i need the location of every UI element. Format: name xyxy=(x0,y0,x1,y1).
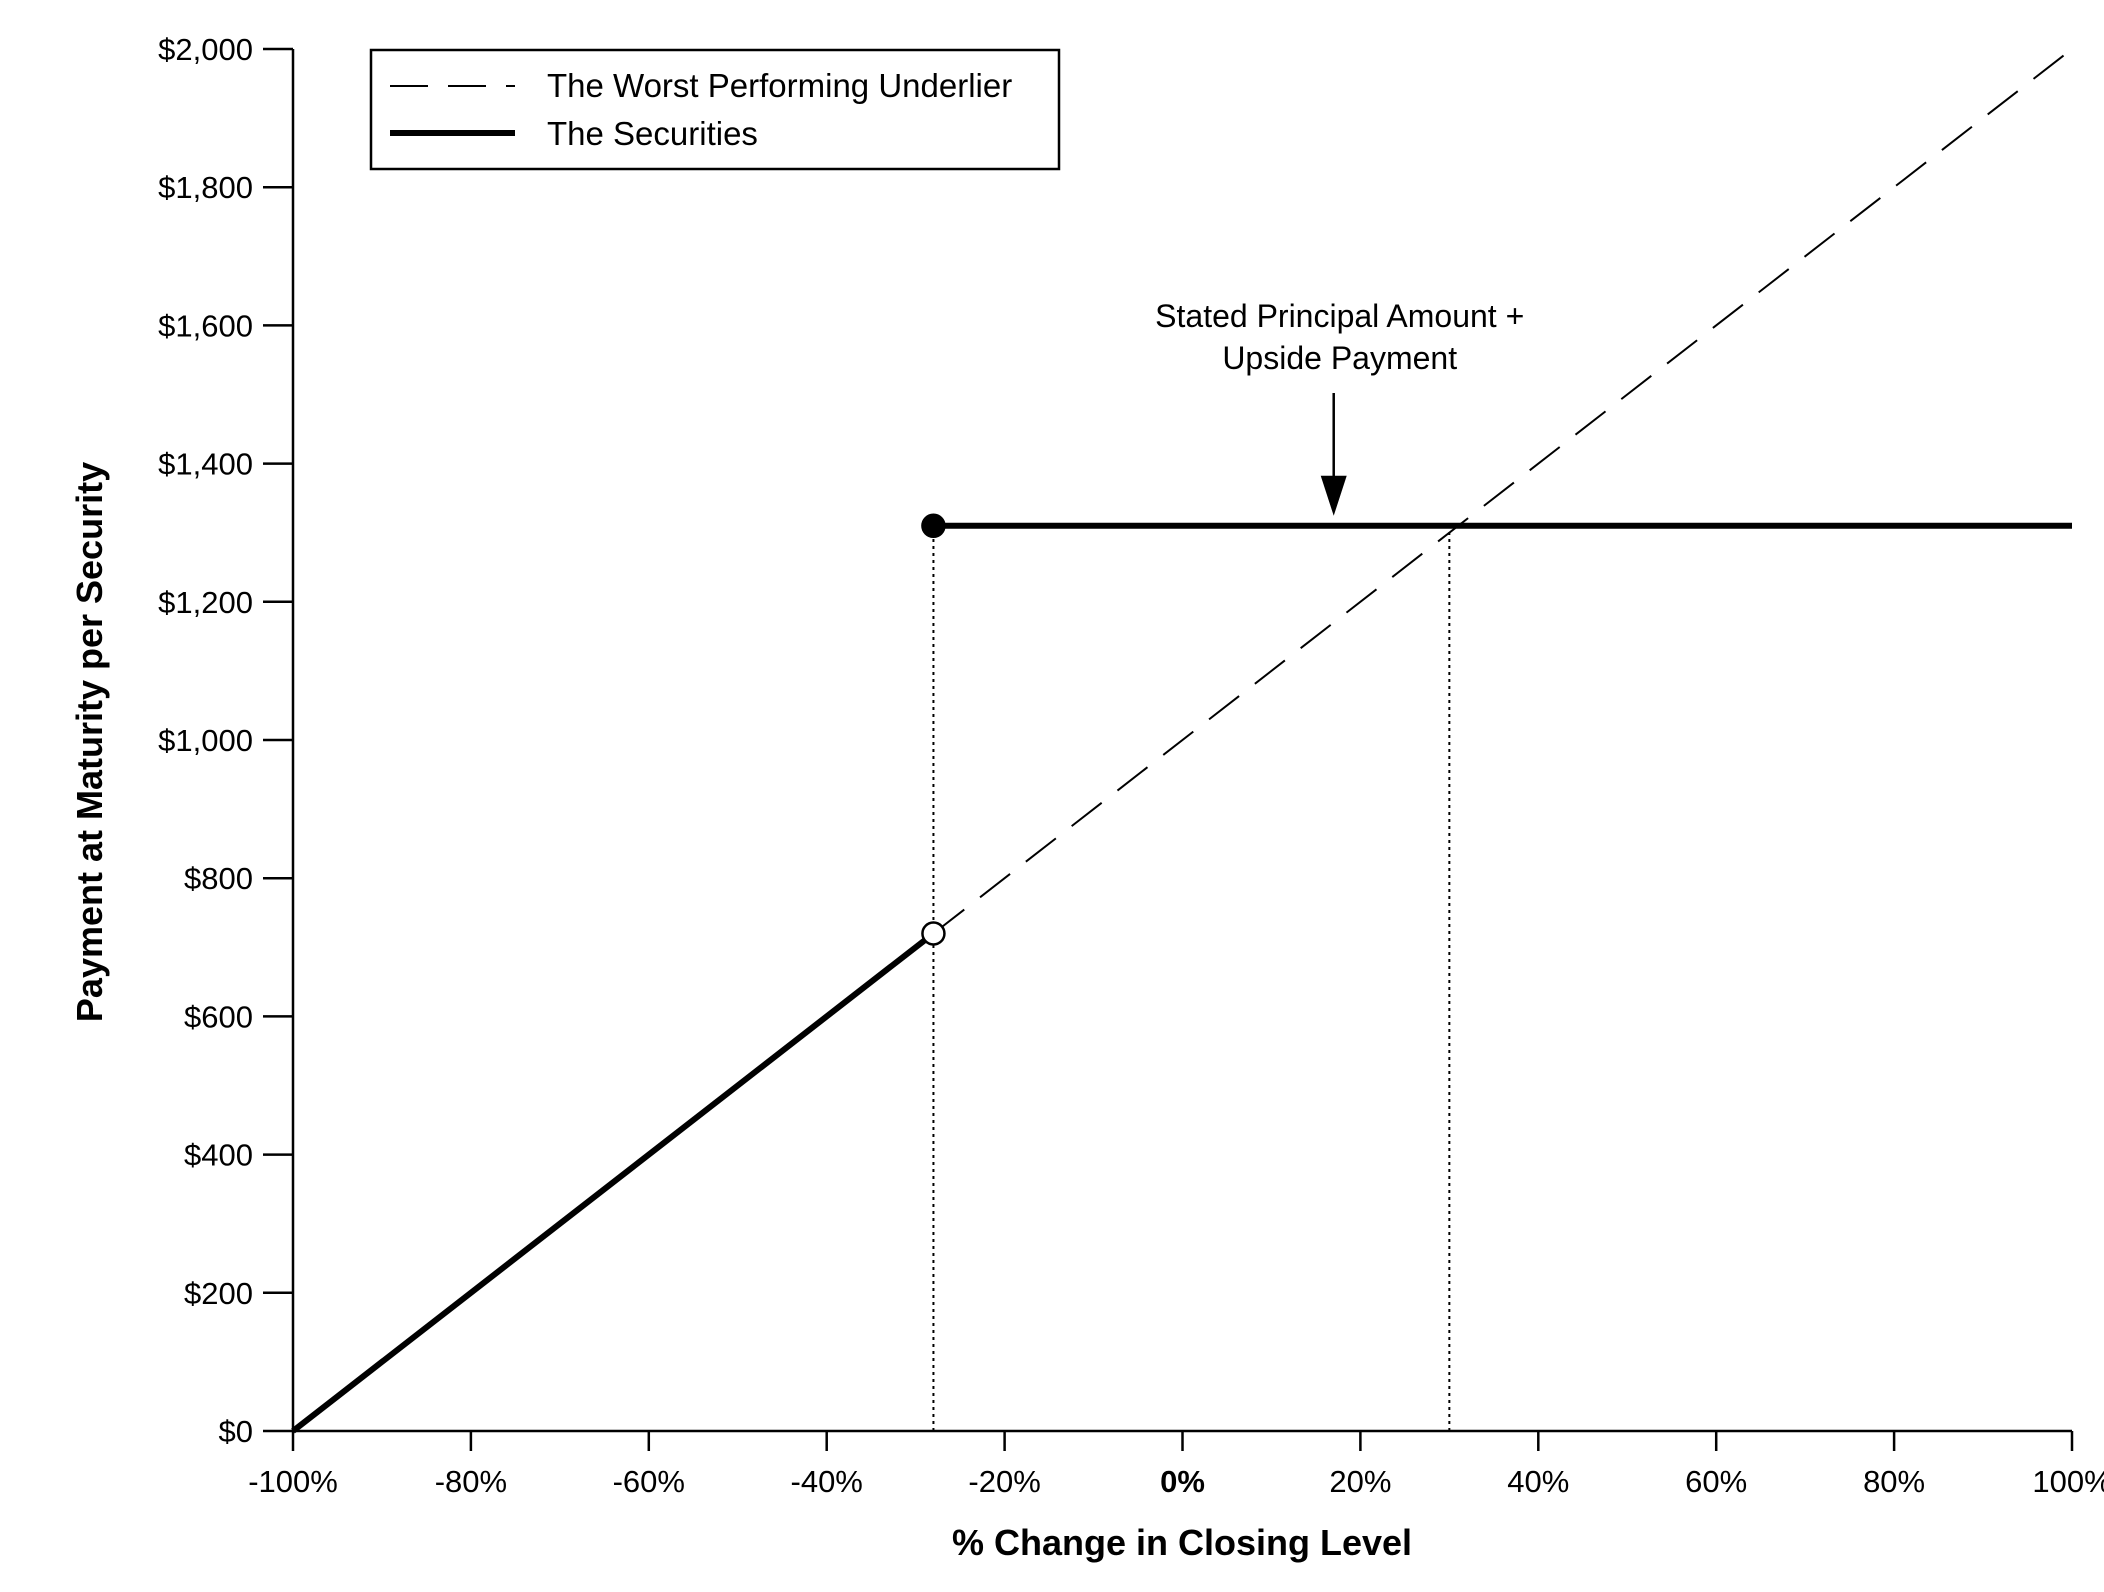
annotation-arrow-head xyxy=(1320,475,1347,516)
y-tick-label: $1,400 xyxy=(158,447,253,482)
y-tick-label: $1,800 xyxy=(158,170,253,205)
marker-layer xyxy=(921,513,946,946)
legend: The Worst Performing Underlier The Secur… xyxy=(369,48,1061,171)
series-layer xyxy=(291,48,2073,1434)
x-tick-label: -20% xyxy=(968,1464,1040,1499)
y-tick-label: $400 xyxy=(184,1138,253,1173)
annotation-line-1: Stated Principal Amount + xyxy=(1155,298,1524,334)
annotation-layer: Stated Principal Amount + Upside Payment xyxy=(1155,298,1524,516)
x-axis-ticks: -100% -80% -60% -40% -20% 0% 20% 40% 60% 80% 100% xyxy=(248,1431,2104,1499)
x-tick-label: 0% xyxy=(1160,1464,1205,1499)
x-tick-label: -40% xyxy=(791,1464,863,1499)
x-tick-label: 80% xyxy=(1863,1464,1925,1499)
x-tick-label: 100% xyxy=(2032,1464,2104,1499)
x-tick-label: -80% xyxy=(435,1464,507,1499)
y-tick-label: $800 xyxy=(184,861,253,896)
y-axis-title: Payment at Maturity per Security xyxy=(69,462,110,1022)
y-tick-label: $600 xyxy=(184,999,253,1034)
x-tick-label: 60% xyxy=(1685,1464,1747,1499)
y-tick-label: $1,200 xyxy=(158,585,253,620)
x-tick-label: -100% xyxy=(248,1464,338,1499)
y-tick-label: $1,600 xyxy=(158,308,253,343)
y-tick-label: $2,000 xyxy=(158,32,253,67)
legend-label-securities: The Securities xyxy=(547,115,758,152)
reference-lines xyxy=(932,525,1451,1431)
marker-open xyxy=(921,921,946,946)
marker-filled xyxy=(921,513,946,539)
legend-label-underlier: The Worst Performing Underlier xyxy=(547,67,1012,104)
series-line-securities xyxy=(291,931,936,1434)
y-tick-label: $200 xyxy=(184,1276,253,1311)
x-axis-title: % Change in Closing Level xyxy=(952,1522,1412,1563)
legend-box xyxy=(369,48,1061,171)
x-tick-label: 20% xyxy=(1329,1464,1391,1499)
x-tick-label: -60% xyxy=(613,1464,685,1499)
y-tick-label: $1,000 xyxy=(158,723,253,758)
y-axis-ticks: $0 $200 $400 $600 $800 $1,000 $1,200 $1,400 $1,6… xyxy=(158,32,293,1449)
annotation-line-2: Upside Payment xyxy=(1222,340,1457,376)
x-tick-label: 40% xyxy=(1507,1464,1569,1499)
y-tick-label: $0 xyxy=(219,1414,253,1449)
